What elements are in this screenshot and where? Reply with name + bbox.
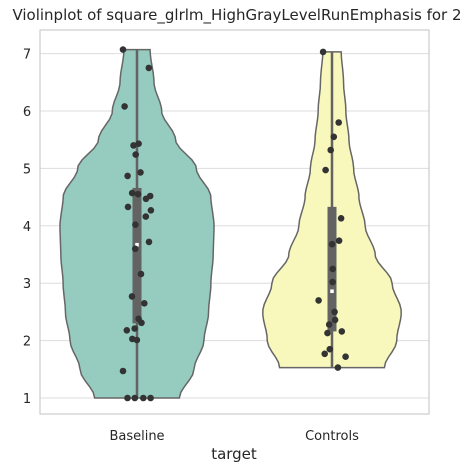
point-controls-2	[330, 133, 338, 141]
y-tick-label-5: 5	[23, 162, 31, 177]
point-controls-17	[321, 350, 329, 358]
point-controls-0	[319, 48, 327, 56]
point-controls-9	[329, 278, 336, 286]
point-controls-5	[337, 215, 345, 222]
median-marker-controls	[330, 289, 334, 294]
y-tick-label-6: 6	[23, 105, 31, 120]
y-tick-label-1: 1	[23, 392, 31, 407]
point-baseline-4	[130, 142, 137, 149]
y-tick-labels: 1 2 3 4 5 6 7	[23, 48, 31, 407]
point-baseline-15	[132, 221, 139, 228]
point-baseline-26	[133, 336, 141, 344]
point-baseline-9	[134, 190, 142, 198]
point-baseline-0	[119, 46, 127, 53]
y-tick-label-4: 4	[23, 220, 31, 235]
point-baseline-23	[131, 325, 138, 332]
point-controls-13	[325, 321, 333, 328]
point-controls-19	[334, 364, 342, 371]
point-controls-15	[324, 329, 331, 337]
iqr-box-baseline	[132, 187, 142, 324]
point-baseline-6	[137, 169, 144, 176]
point-controls-4	[322, 166, 329, 174]
point-baseline-28	[124, 394, 131, 402]
point-controls-6	[335, 237, 343, 244]
y-tick-label-7: 7	[23, 48, 31, 63]
y-tick-label-2: 2	[23, 335, 31, 350]
point-controls-14	[338, 328, 346, 335]
x-tick-label-baseline: Baseline	[109, 429, 164, 444]
point-baseline-27	[119, 367, 127, 375]
point-baseline-22	[138, 319, 145, 327]
x-axis-label: target	[211, 445, 257, 463]
point-baseline-11	[142, 195, 150, 203]
point-baseline-2	[121, 103, 128, 110]
x-tick-label-controls: Controls	[305, 429, 359, 444]
point-baseline-31	[140, 394, 147, 402]
point-baseline-24	[123, 327, 131, 334]
point-controls-7	[328, 240, 336, 248]
point-baseline-12	[124, 203, 132, 211]
point-baseline-19	[128, 293, 136, 300]
point-baseline-13	[147, 207, 155, 214]
plot-frame	[39, 29, 430, 415]
point-baseline-17	[131, 245, 139, 253]
point-controls-11	[331, 308, 338, 316]
point-controls-10	[315, 297, 322, 304]
point-controls-1	[335, 119, 343, 126]
point-baseline-5	[132, 151, 139, 158]
point-controls-3	[327, 146, 335, 154]
point-controls-8	[329, 265, 337, 273]
point-baseline-1	[145, 64, 153, 72]
violins	[59, 48, 402, 399]
y-tick-label-3: 3	[23, 277, 31, 292]
point-baseline-29	[131, 394, 139, 402]
point-baseline-30	[147, 394, 154, 402]
point-baseline-16	[145, 238, 153, 246]
point-baseline-14	[142, 213, 150, 220]
point-baseline-18	[137, 270, 145, 278]
point-controls-16	[326, 345, 334, 353]
median-marker-baseline	[135, 242, 139, 247]
point-baseline-7	[124, 172, 131, 180]
point-baseline-20	[141, 300, 148, 307]
chart-title: Violinplot of square_glrlm_HighGrayLevel…	[12, 6, 461, 25]
point-baseline-8	[128, 189, 136, 197]
x-tick-labels: Baseline Controls	[109, 429, 359, 444]
point-baseline-3	[135, 140, 142, 147]
data-points	[119, 46, 349, 402]
point-controls-18	[342, 353, 349, 361]
point-controls-12	[331, 316, 339, 324]
